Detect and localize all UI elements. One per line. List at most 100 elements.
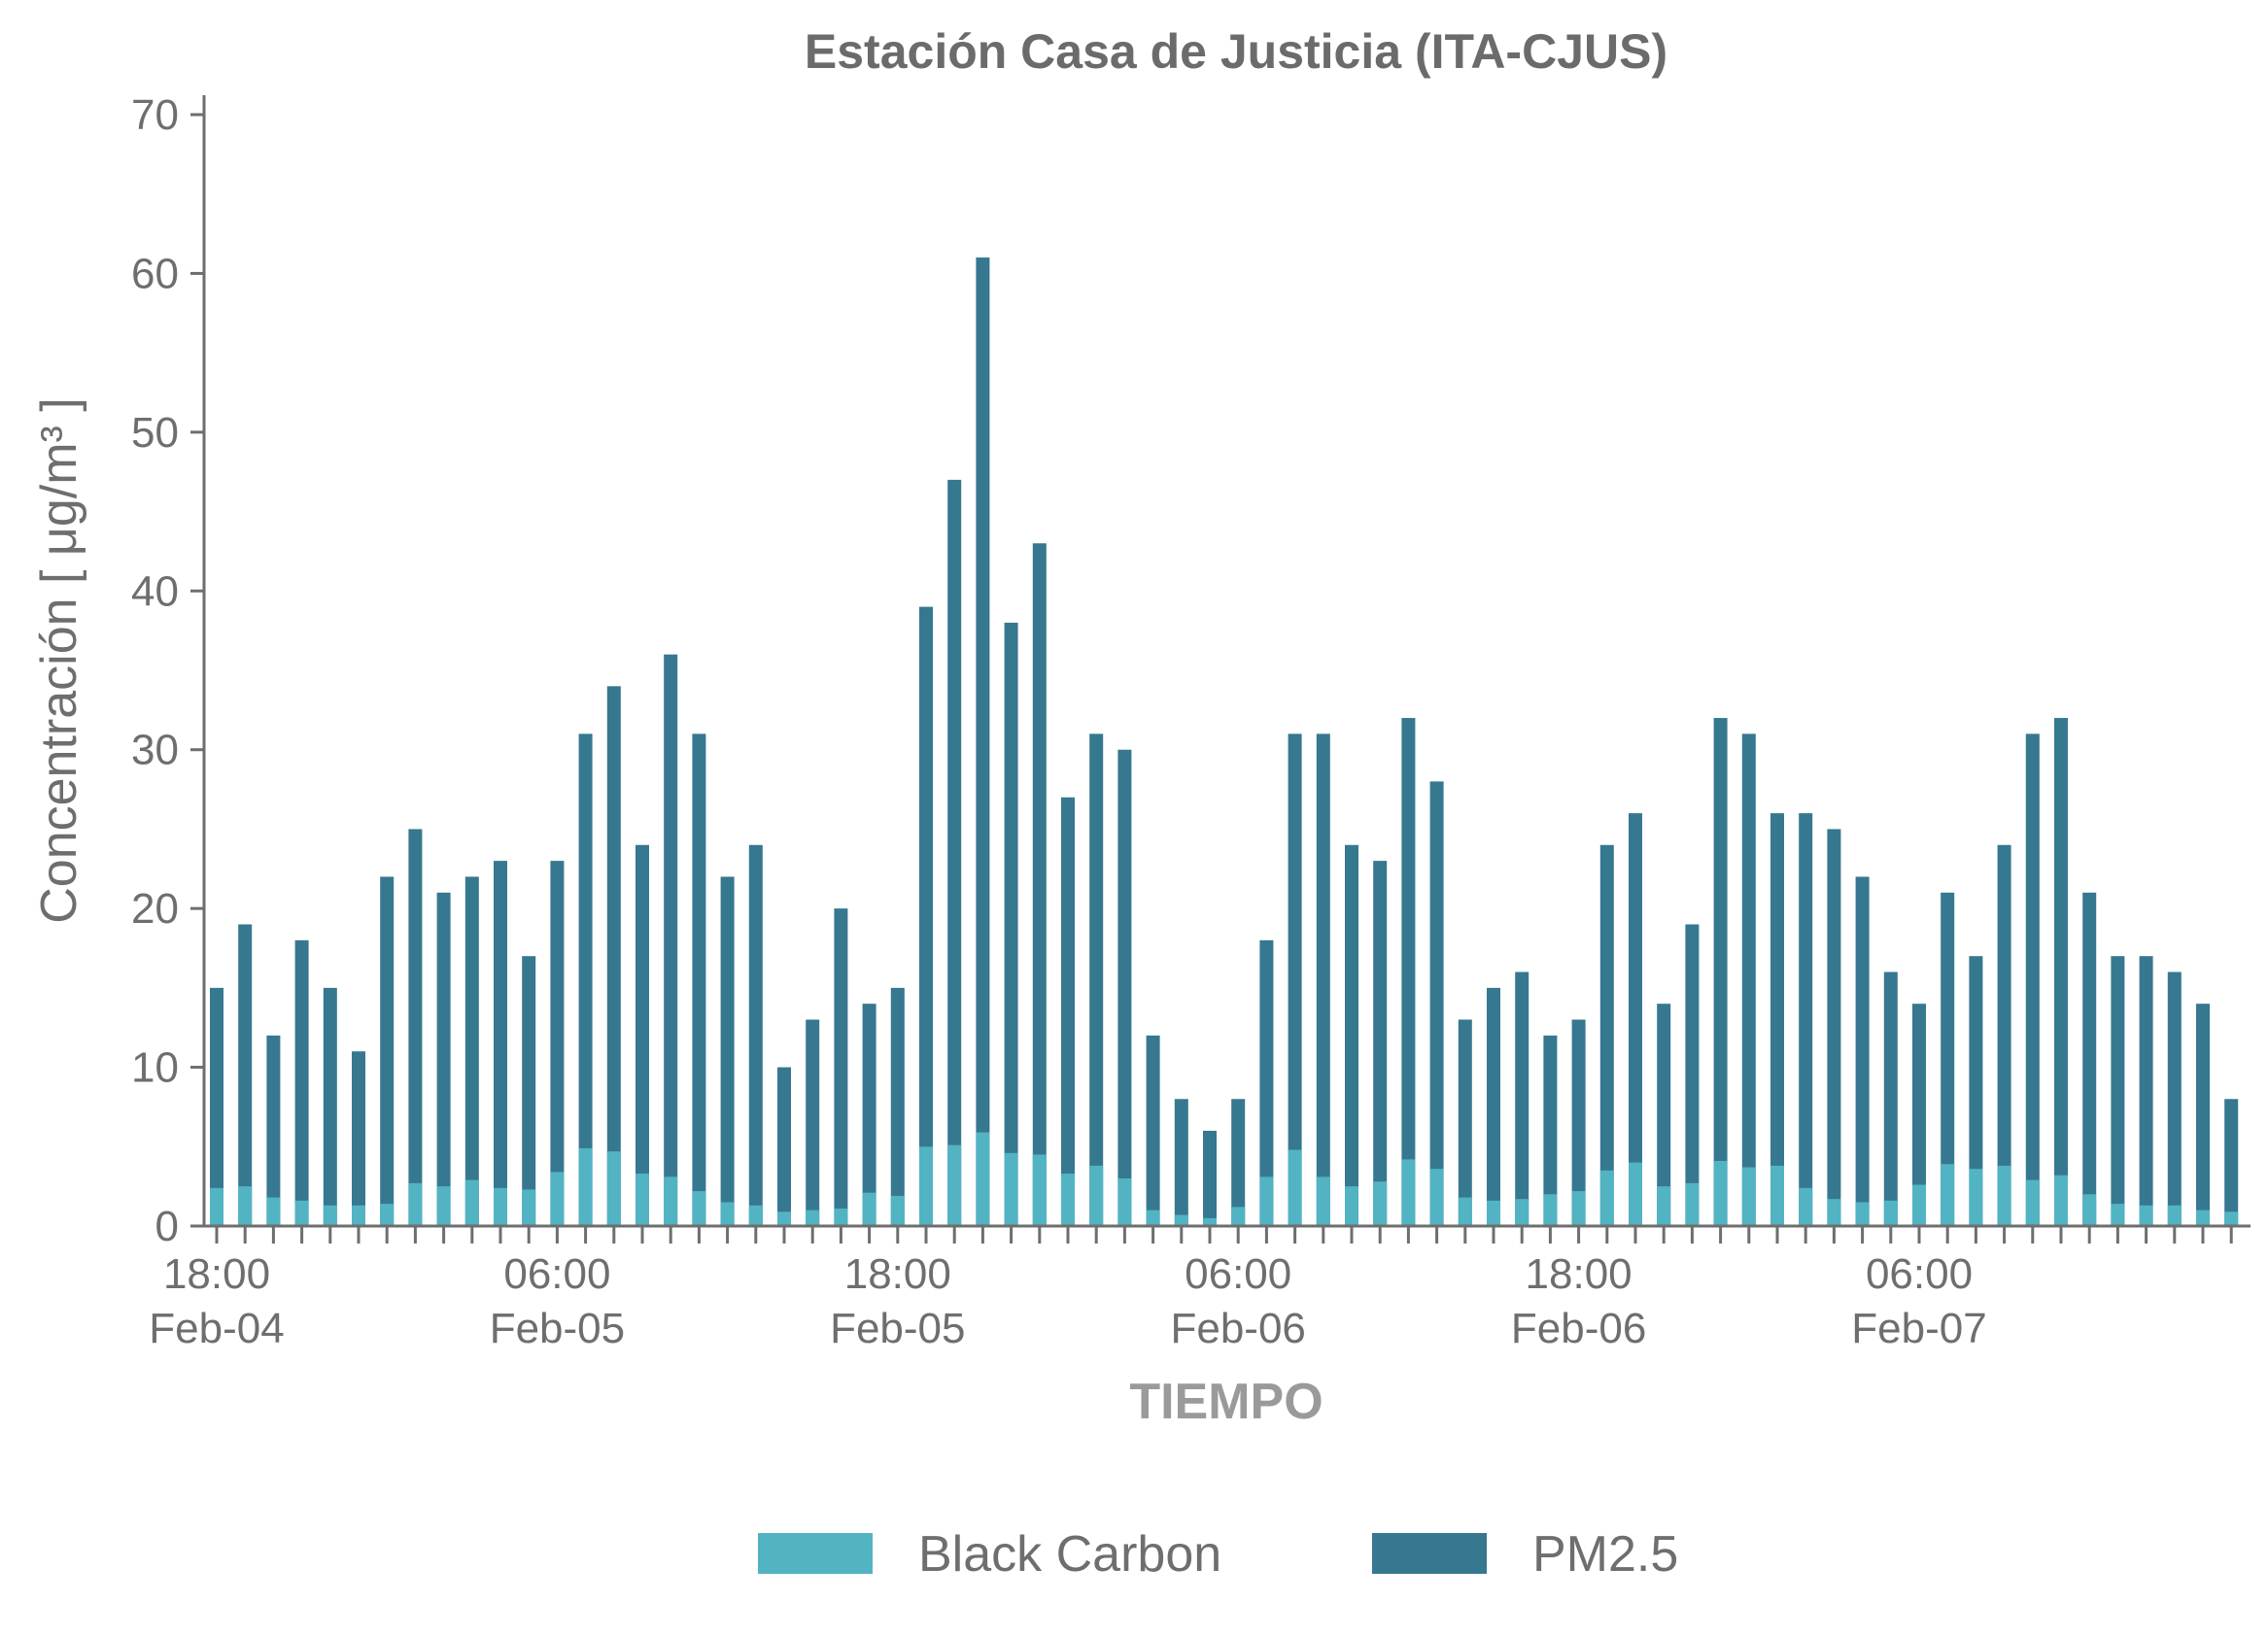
bar-black-carbon bbox=[1429, 1169, 1444, 1226]
bar-black-carbon bbox=[494, 1187, 507, 1226]
bar-black-carbon bbox=[1827, 1199, 1841, 1226]
bar-black-carbon bbox=[1770, 1165, 1784, 1226]
bar-pm25 bbox=[947, 479, 962, 1226]
x-axis-ticks: 18:00 Feb-04 06:00 Feb-05 18:00 Feb-05 06:00 Fe… bbox=[149, 1226, 2233, 1352]
bar-black-carbon bbox=[1543, 1194, 1558, 1226]
bar-pm25 bbox=[294, 939, 309, 1226]
y-tick-label: 0 bbox=[155, 1203, 179, 1250]
bar-black-carbon bbox=[1401, 1159, 1416, 1226]
bar-pm25 bbox=[748, 844, 763, 1226]
bar-black-carbon bbox=[976, 1132, 990, 1226]
bar-pm25 bbox=[2025, 733, 2040, 1226]
legend-swatch-black-carbon bbox=[758, 1533, 873, 1574]
bar-pm25 bbox=[1032, 543, 1047, 1226]
bar-pm25 bbox=[1487, 987, 1500, 1226]
legend-label-pm25: PM2.5 bbox=[1532, 1526, 1678, 1583]
bar-pm25 bbox=[1089, 733, 1104, 1226]
bar-pm25 bbox=[1316, 733, 1330, 1226]
x-tick-label-time: 06:00 bbox=[1185, 1250, 1291, 1298]
bar-black-carbon bbox=[806, 1210, 820, 1226]
y-tick-label: 10 bbox=[131, 1044, 179, 1092]
bar-pm25 bbox=[1997, 844, 2011, 1226]
bar-pm25 bbox=[664, 654, 678, 1226]
bar-pm25 bbox=[1345, 844, 1358, 1226]
bar-pm25 bbox=[777, 1067, 791, 1226]
bar-black-carbon bbox=[664, 1176, 678, 1226]
bar-pm25 bbox=[1458, 1019, 1472, 1226]
bars bbox=[210, 257, 2239, 1227]
bar-black-carbon bbox=[1969, 1169, 1983, 1226]
bar-black-carbon bbox=[1657, 1186, 1671, 1226]
bar-pm25 bbox=[862, 1004, 876, 1226]
bar-black-carbon bbox=[2054, 1175, 2068, 1226]
bar-pm25 bbox=[1855, 876, 1870, 1226]
bar-black-carbon bbox=[1373, 1181, 1388, 1226]
bar-black-carbon bbox=[352, 1205, 365, 1226]
bar-pm25 bbox=[1770, 813, 1784, 1226]
bar-pm25 bbox=[2082, 892, 2097, 1226]
bar-black-carbon bbox=[266, 1197, 281, 1226]
bar-pm25 bbox=[266, 1035, 281, 1226]
bar-pm25 bbox=[1146, 1035, 1160, 1226]
bar-pm25 bbox=[834, 908, 848, 1226]
bar-black-carbon bbox=[720, 1202, 735, 1226]
x-tick-label-time: 18:00 bbox=[844, 1250, 951, 1298]
bar-black-carbon bbox=[1912, 1184, 1926, 1226]
bar-black-carbon bbox=[1855, 1202, 1870, 1226]
bar-black-carbon bbox=[2111, 1204, 2125, 1226]
bar-pm25 bbox=[1657, 1004, 1671, 1226]
bar-pm25 bbox=[436, 892, 451, 1226]
legend: Black Carbon PM2.5 bbox=[758, 1526, 1678, 1583]
bar-black-carbon bbox=[550, 1172, 565, 1226]
bar-pm25 bbox=[1883, 971, 1898, 1226]
bar-pm25 bbox=[550, 861, 565, 1226]
bar-pm25 bbox=[2054, 718, 2068, 1226]
bar-black-carbon bbox=[606, 1151, 621, 1226]
bar-pm25 bbox=[1117, 749, 1132, 1226]
y-axis-ticks: 0 10 20 30 40 50 60 70 bbox=[131, 91, 204, 1250]
bar-black-carbon bbox=[464, 1179, 479, 1226]
bar-pm25 bbox=[976, 257, 990, 1227]
bar-pm25 bbox=[692, 733, 706, 1226]
bar-black-carbon bbox=[919, 1146, 933, 1226]
bar-pm25 bbox=[494, 861, 507, 1226]
x-tick-label-date: Feb-06 bbox=[1511, 1305, 1646, 1352]
bar-pm25 bbox=[1912, 1004, 1926, 1226]
y-tick-label: 70 bbox=[131, 91, 179, 139]
bar-pm25 bbox=[1799, 813, 1813, 1226]
bar-black-carbon bbox=[2167, 1205, 2182, 1226]
legend-label-black-carbon: Black Carbon bbox=[918, 1526, 1221, 1583]
bar-black-carbon bbox=[1061, 1174, 1075, 1226]
bar-pm25 bbox=[1373, 861, 1388, 1226]
bar-pm25 bbox=[806, 1019, 820, 1226]
bar-pm25 bbox=[380, 876, 395, 1226]
x-tick-label-date: Feb-05 bbox=[830, 1305, 965, 1352]
bar-black-carbon bbox=[1032, 1154, 1047, 1226]
x-tick-label-date: Feb-06 bbox=[1170, 1305, 1305, 1352]
bar-black-carbon bbox=[947, 1144, 962, 1226]
x-tick-label-time: 18:00 bbox=[163, 1250, 270, 1298]
bar-black-carbon bbox=[777, 1211, 791, 1226]
bar-black-carbon bbox=[1117, 1177, 1132, 1226]
bar-pm25 bbox=[464, 876, 479, 1226]
bar-pm25 bbox=[1429, 781, 1444, 1226]
bar-pm25 bbox=[1713, 718, 1728, 1226]
bar-black-carbon bbox=[834, 1209, 848, 1226]
bar-pm25 bbox=[1203, 1130, 1217, 1226]
bar-black-carbon bbox=[1629, 1162, 1642, 1226]
bar-pm25 bbox=[522, 956, 536, 1226]
bar-black-carbon bbox=[1571, 1191, 1586, 1226]
bar-black-carbon bbox=[522, 1189, 536, 1226]
bar-pm25 bbox=[1401, 718, 1416, 1226]
bar-black-carbon bbox=[1997, 1165, 2011, 1226]
bar-pm25 bbox=[720, 876, 735, 1226]
bar-pm25 bbox=[1571, 1019, 1586, 1226]
bar-black-carbon bbox=[890, 1195, 905, 1226]
bar-black-carbon bbox=[1259, 1176, 1274, 1226]
bar-black-carbon bbox=[1203, 1217, 1217, 1226]
bar-black-carbon bbox=[1515, 1199, 1529, 1226]
bar-black-carbon bbox=[436, 1186, 451, 1226]
y-tick-label: 40 bbox=[131, 567, 179, 615]
bar-pm25 bbox=[919, 606, 933, 1226]
